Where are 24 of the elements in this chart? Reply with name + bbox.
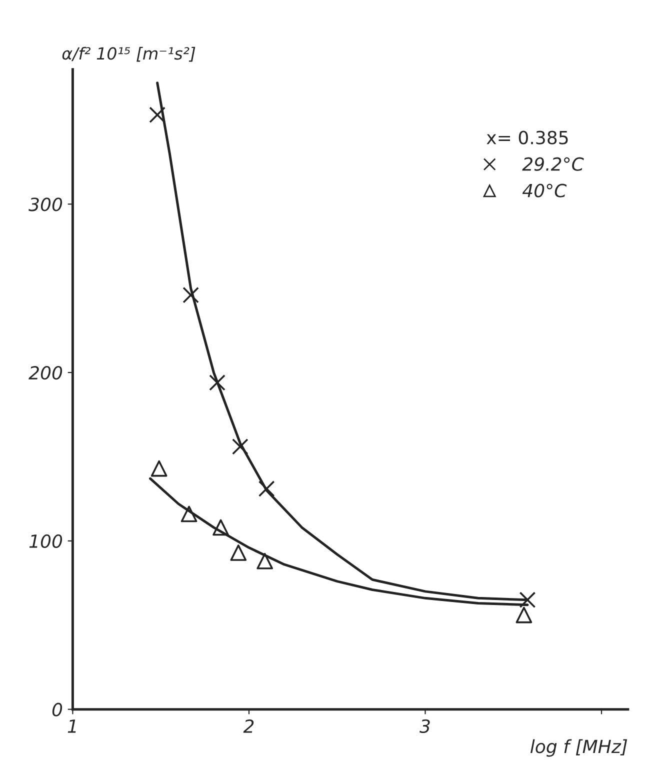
point: [150, 460, 168, 477]
point: [230, 544, 247, 561]
point: [256, 552, 274, 570]
legend-label: 40°C: [522, 184, 567, 198]
point: [232, 438, 248, 455]
point: [209, 374, 226, 391]
point: [212, 519, 229, 536]
point: [516, 606, 532, 624]
point: [182, 286, 199, 304]
x-tick-label: 1: [68, 720, 76, 733]
y-tick-label: 0: [52, 702, 62, 716]
y-axis-title: α/f² 10¹⁵ [m⁻¹s²]: [62, 46, 196, 62]
x-axis-title: log f [MHz]: [530, 739, 628, 757]
legend-title: x= 0.385: [486, 130, 568, 144]
point: [149, 106, 166, 124]
y-tick-label: 200: [28, 366, 62, 380]
y-tick-label: 100: [29, 534, 62, 548]
legend-label: 29.2°C: [522, 157, 584, 171]
point: [180, 506, 198, 522]
x-tick-label: 2: [243, 719, 254, 733]
point: [258, 480, 275, 497]
y-tick-label: 300: [28, 198, 62, 212]
x-tick-label: 3: [420, 719, 430, 734]
point: [519, 592, 536, 608]
